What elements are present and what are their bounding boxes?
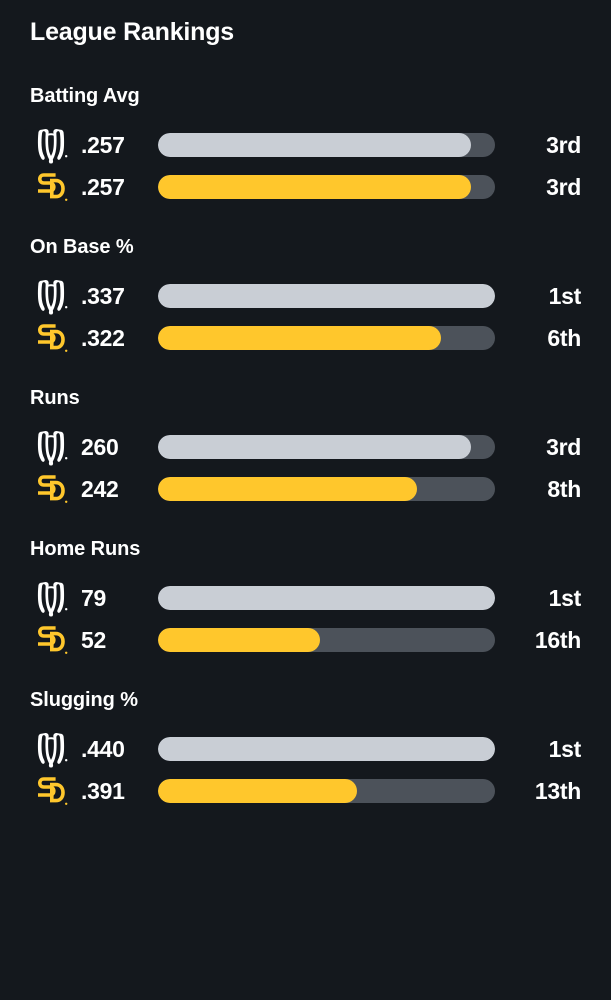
- yankees-logo-icon: [37, 733, 68, 768]
- rank-bar-track: [158, 477, 495, 501]
- yankees-logo-icon: [37, 280, 68, 315]
- rank-bar-track: [158, 326, 495, 350]
- padres-logo-icon: [30, 166, 72, 208]
- stat-section: On Base % .337 1st .322 6th: [30, 236, 581, 359]
- yankees-logo-icon: [37, 431, 68, 466]
- padres-logo-icon: [37, 324, 68, 352]
- yankees-logo-icon: [30, 577, 72, 619]
- stat-heading: Slugging %: [30, 689, 138, 711]
- rank-bar-fill: [158, 435, 472, 459]
- stat-value: 52: [81, 626, 106, 653]
- stat-row-yankees: .440 1st: [30, 728, 581, 770]
- stat-value: .440: [81, 735, 125, 762]
- rank-bar-fill: [158, 133, 472, 157]
- rank-bar-track: [158, 779, 495, 803]
- stat-section: Batting Avg .257 3rd .257 3rd: [30, 85, 581, 208]
- padres-logo-icon: [30, 770, 72, 812]
- stat-section: Home Runs 79 1st 52 16th: [30, 538, 581, 661]
- padres-logo-icon: [30, 619, 72, 661]
- page-title: League Rankings: [30, 18, 234, 46]
- rank-bar-track: [158, 586, 495, 610]
- stat-row-yankees: .257 3rd: [30, 124, 581, 166]
- padres-logo-icon: [37, 475, 68, 503]
- yankees-logo-icon: [30, 426, 72, 468]
- stat-row-padres: 52 16th: [30, 619, 581, 661]
- rank-bar-track: [158, 435, 495, 459]
- yankees-logo-icon: [37, 582, 68, 617]
- stat-heading: Batting Avg: [30, 85, 140, 107]
- rank-label: 3rd: [546, 131, 581, 158]
- yankees-logo-icon: [30, 728, 72, 770]
- rank-bar-track: [158, 284, 495, 308]
- stat-value: 260: [81, 433, 119, 460]
- padres-logo-icon: [30, 468, 72, 510]
- stat-section: Runs 260 3rd 242 8th: [30, 387, 581, 510]
- rank-bar-fill: [158, 284, 495, 308]
- rank-label: 3rd: [546, 433, 581, 460]
- rank-bar-track: [158, 133, 495, 157]
- stat-value: .337: [81, 282, 125, 309]
- rank-bar-fill: [158, 175, 472, 199]
- stat-row-yankees: 260 3rd: [30, 426, 581, 468]
- rank-label: 16th: [534, 626, 581, 653]
- stat-heading: Home Runs: [30, 538, 141, 560]
- rank-label: 6th: [547, 324, 581, 351]
- rank-bar-fill: [158, 326, 442, 350]
- stat-value: .322: [81, 324, 125, 351]
- stat-value: 242: [81, 475, 119, 502]
- stat-value: .391: [81, 777, 125, 804]
- rank-label: 1st: [548, 584, 582, 611]
- rank-label: 3rd: [546, 173, 581, 200]
- rank-label: 1st: [548, 282, 582, 309]
- rank-label: 1st: [548, 735, 582, 762]
- stat-heading: On Base %: [30, 236, 134, 258]
- stat-section: Slugging % .440 1st .391 13th: [30, 689, 581, 812]
- stat-row-padres: .322 6th: [30, 317, 581, 359]
- stat-row-padres: .257 3rd: [30, 166, 581, 208]
- padres-logo-icon: [37, 626, 68, 654]
- rank-bar-track: [158, 737, 495, 761]
- rank-bar-fill: [158, 628, 320, 652]
- rank-label: 13th: [534, 777, 581, 804]
- stat-value: .257: [81, 173, 125, 200]
- rank-bar-track: [158, 175, 495, 199]
- stat-row-padres: 242 8th: [30, 468, 581, 510]
- stat-value: .257: [81, 131, 125, 158]
- stat-row-padres: .391 13th: [30, 770, 581, 812]
- rank-bar-fill: [158, 779, 357, 803]
- yankees-logo-icon: [37, 129, 68, 164]
- padres-logo-icon: [37, 777, 68, 805]
- padres-logo-icon: [37, 173, 68, 201]
- stat-sections-container: Batting Avg .257 3rd .257 3rd On Base % .33…: [30, 85, 581, 812]
- padres-logo-icon: [30, 317, 72, 359]
- stat-heading: Runs: [30, 387, 80, 409]
- rank-bar-fill: [158, 477, 418, 501]
- rank-label: 8th: [547, 475, 581, 502]
- rank-bar-track: [158, 628, 495, 652]
- rank-bar-fill: [158, 586, 495, 610]
- yankees-logo-icon: [30, 275, 72, 317]
- stat-row-yankees: .337 1st: [30, 275, 581, 317]
- stat-row-yankees: 79 1st: [30, 577, 581, 619]
- stat-value: 79: [81, 584, 106, 611]
- yankees-logo-icon: [30, 124, 72, 166]
- rank-bar-fill: [158, 737, 495, 761]
